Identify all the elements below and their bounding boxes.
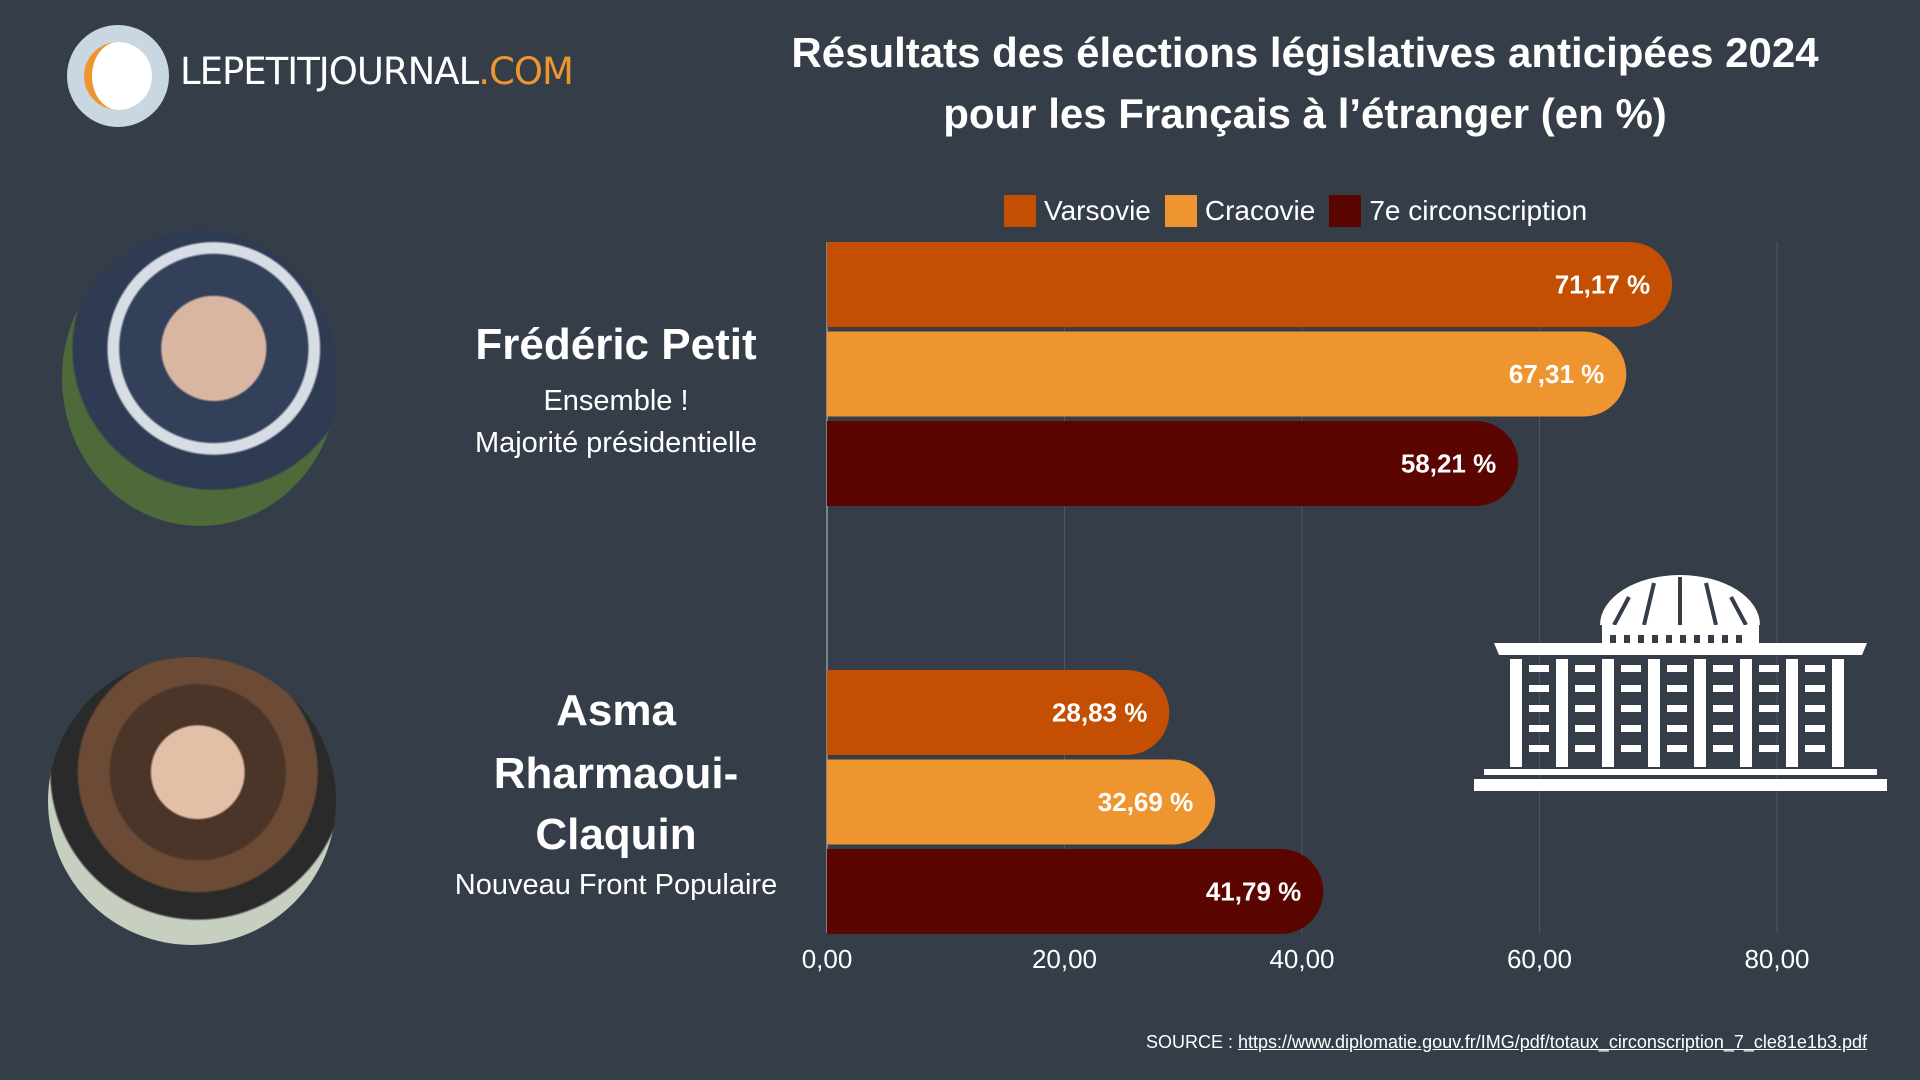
x-tick-label: 60,00 — [1507, 944, 1572, 974]
source-link[interactable]: https://www.diplomatie.gouv.fr/IMG/pdf/t… — [1237, 1032, 1867, 1052]
candidate-name: Asma — [556, 686, 676, 735]
candidate-party: Ensemble ! — [543, 385, 689, 417]
legend-label: Cracovie — [1204, 195, 1316, 226]
legend-item: Cracovie — [1164, 195, 1316, 227]
logo-main: LEPETITJOURNAL — [180, 50, 479, 93]
data-label: 71,17 % — [1555, 270, 1650, 300]
data-label: 32,69 % — [1098, 787, 1193, 817]
legend-label: Varsovie — [1044, 195, 1151, 226]
candidate-photo — [48, 657, 336, 945]
bar — [827, 242, 1673, 327]
candidate-photo — [62, 230, 338, 526]
legend-item: Varsovie — [1004, 195, 1151, 227]
legend: Varsovie Cracovie 7e circonscription — [1004, 195, 1587, 227]
source-label: SOURCE : — [1145, 1032, 1238, 1052]
data-label: 28,83 % — [1052, 698, 1147, 728]
data-label: 41,79 % — [1206, 877, 1301, 907]
bar — [827, 670, 1170, 755]
candidate-name: Frédéric Petit — [475, 320, 757, 369]
title-line-2: pour les Français à l’étranger (en %) — [943, 90, 1667, 137]
candidate-party: Majorité présidentielle — [474, 427, 758, 459]
data-label: 67,31 % — [1509, 359, 1604, 389]
logo-text: LEPETITJOURNAL.COM — [180, 50, 574, 93]
bar — [827, 421, 1519, 506]
bar — [827, 759, 1216, 845]
candidate-name: Rharmaoui- — [493, 749, 739, 798]
data-label: 58,21 % — [1401, 449, 1496, 479]
legend-swatch — [1004, 195, 1036, 227]
logo-mascot-icon — [84, 42, 152, 110]
x-tick-label: 0,00 — [802, 944, 853, 974]
candidate-name: Claquin — [535, 810, 697, 859]
logo-accent: .COM — [478, 50, 574, 93]
chart-title: Résultats des élections législatives ant… — [700, 22, 1910, 144]
legend-label: 7e circonscription — [1369, 195, 1588, 226]
candidate-party: Nouveau Front Populaire — [454, 869, 778, 901]
legend-item: 7e circonscription — [1329, 195, 1587, 227]
legend-swatch — [1164, 195, 1197, 227]
legend-swatch — [1329, 195, 1362, 227]
title-line-1: Résultats des élections législatives ant… — [791, 29, 1819, 76]
bar — [827, 849, 1324, 934]
x-tick-label: 40,00 — [1269, 944, 1334, 974]
parliament-building-icon — [1474, 575, 1887, 791]
source-note: SOURCE : https://www.diplomatie.gouv.fr/… — [1146, 1032, 1867, 1053]
x-tick-label: 80,00 — [1744, 944, 1809, 974]
x-tick-label: 20,00 — [1032, 944, 1097, 974]
bar — [827, 331, 1627, 417]
